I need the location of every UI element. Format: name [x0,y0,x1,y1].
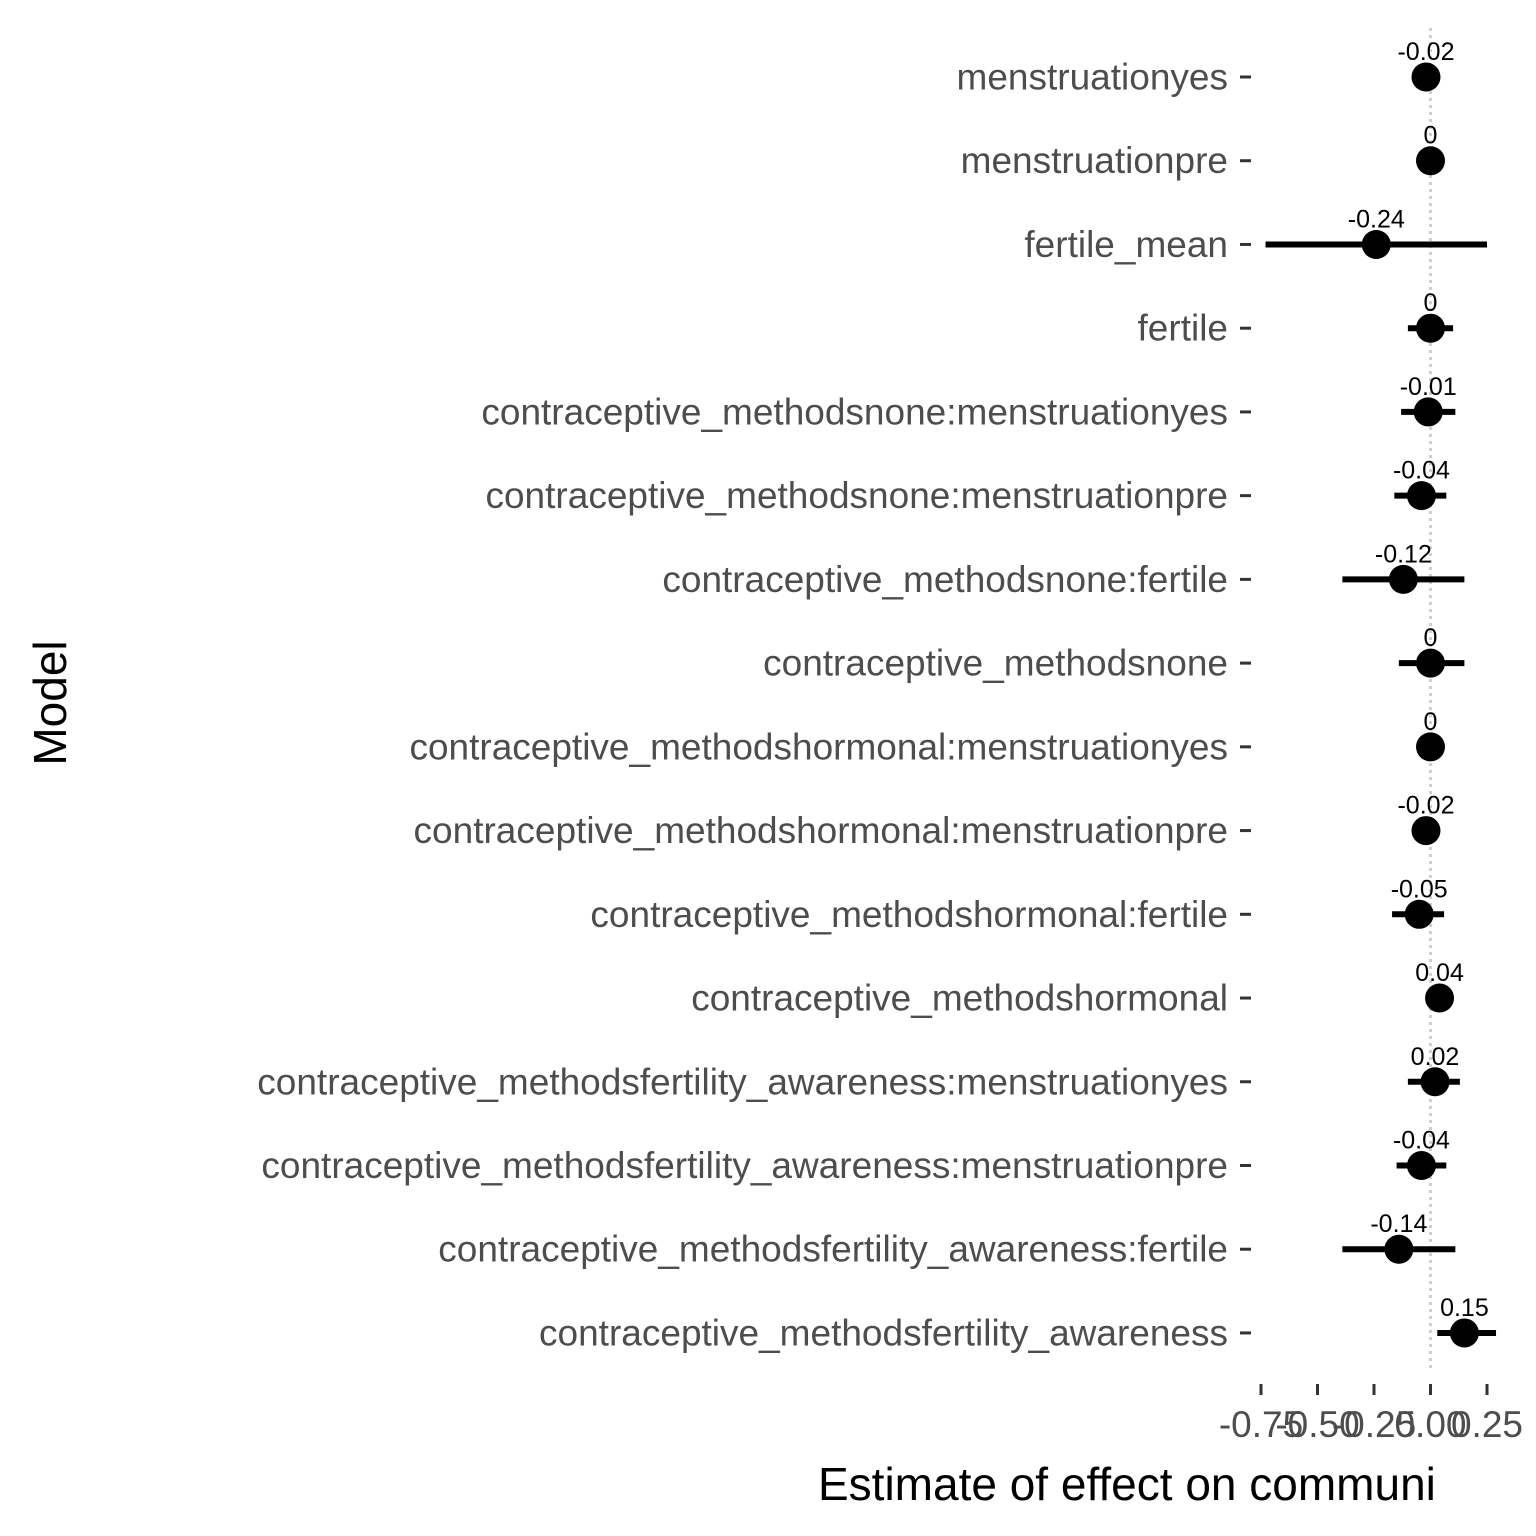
x-tick-label: 0.00 [1394,1404,1466,1445]
point-estimate [1361,229,1391,259]
point-estimate [1413,397,1443,427]
y-tick-label: contraceptive_methodsnone [763,643,1228,684]
point-estimate [1449,1318,1479,1348]
value-label: 0.02 [1411,1043,1460,1071]
point-estimate [1404,899,1434,929]
value-label: -0.01 [1400,373,1457,401]
y-tick-label: contraceptive_methodsnone:menstruationye… [481,391,1228,432]
y-tick-label: menstruationpre [961,140,1228,181]
point-estimate [1406,1150,1436,1180]
value-label: -0.24 [1348,205,1405,233]
point-estimate [1416,313,1445,343]
value-label: 0 [1424,624,1438,652]
value-label: 0.04 [1415,959,1464,987]
y-tick-label: contraceptive_methodsfertility_awareness [539,1312,1228,1353]
point-estimates [1361,62,1479,1348]
value-label: 0.15 [1440,1294,1489,1322]
value-label: -0.02 [1397,792,1454,820]
value-labels: -0.02 0 -0.24 0 -0.01 -0.04 -0.12 0 0 -0.02 -0.05 0… [1348,38,1489,1322]
point-estimate [1425,983,1455,1013]
point-estimate [1411,816,1441,846]
interval-bars [1265,241,1497,1336]
x-axis-title: Estimate of effect on communi [818,1458,1436,1510]
y-tick-label: fertile_mean [1024,224,1228,265]
point-estimate [1406,481,1436,511]
value-label: -0.04 [1393,457,1450,485]
value-label: -0.04 [1393,1126,1450,1154]
y-axis-title: Model [24,640,76,765]
x-tick-label: -0.75 [1219,1404,1303,1445]
point-estimate [1384,1234,1414,1264]
x-tick-label: -0.50 [1275,1404,1359,1445]
point-estimate [1411,62,1441,92]
y-tick-label: contraceptive_methodshormonal:menstruati… [414,810,1228,851]
x-tick-label: -0.25 [1332,1404,1416,1445]
y-tick-label: contraceptive_methodsfertility_awareness… [261,1145,1228,1186]
value-label: 0 [1424,289,1438,317]
value-label: 0 [1424,122,1438,150]
point-estimate [1388,564,1418,594]
y-tick-label: contraceptive_methodshormonal:menstruati… [409,726,1228,767]
y-tick-label: contraceptive_methodshormonal:fertile [590,894,1228,935]
y-tick-label: contraceptive_methodsnone:menstruationpr… [485,475,1228,516]
y-tick-label: menstruationyes [957,57,1228,98]
value-label: -0.05 [1391,875,1448,903]
point-estimate [1416,648,1445,678]
value-label: -0.02 [1397,38,1454,66]
point-estimate [1416,732,1445,762]
y-tick-label: contraceptive_methodsfertility_awareness… [438,1229,1228,1270]
point-estimate [1420,1067,1450,1097]
y-axis: menstruationyes menstruationpre fertile_me… [257,57,1251,1353]
value-label: -0.12 [1375,540,1432,568]
point-estimate [1416,146,1445,176]
value-label: -0.14 [1370,1210,1427,1238]
y-tick-label: contraceptive_methodsfertility_awareness… [257,1061,1228,1102]
y-tick-label: contraceptive_methodshormonal [691,978,1228,1019]
y-tick-label: fertile [1138,308,1228,349]
value-label: 0 [1424,708,1438,736]
x-tick-label: 0.25 [1451,1404,1523,1445]
x-axis: -0.75-0.50-0.250.000.25 [1219,1384,1523,1445]
y-tick-label: contraceptive_methodsnone:fertile [662,559,1228,600]
